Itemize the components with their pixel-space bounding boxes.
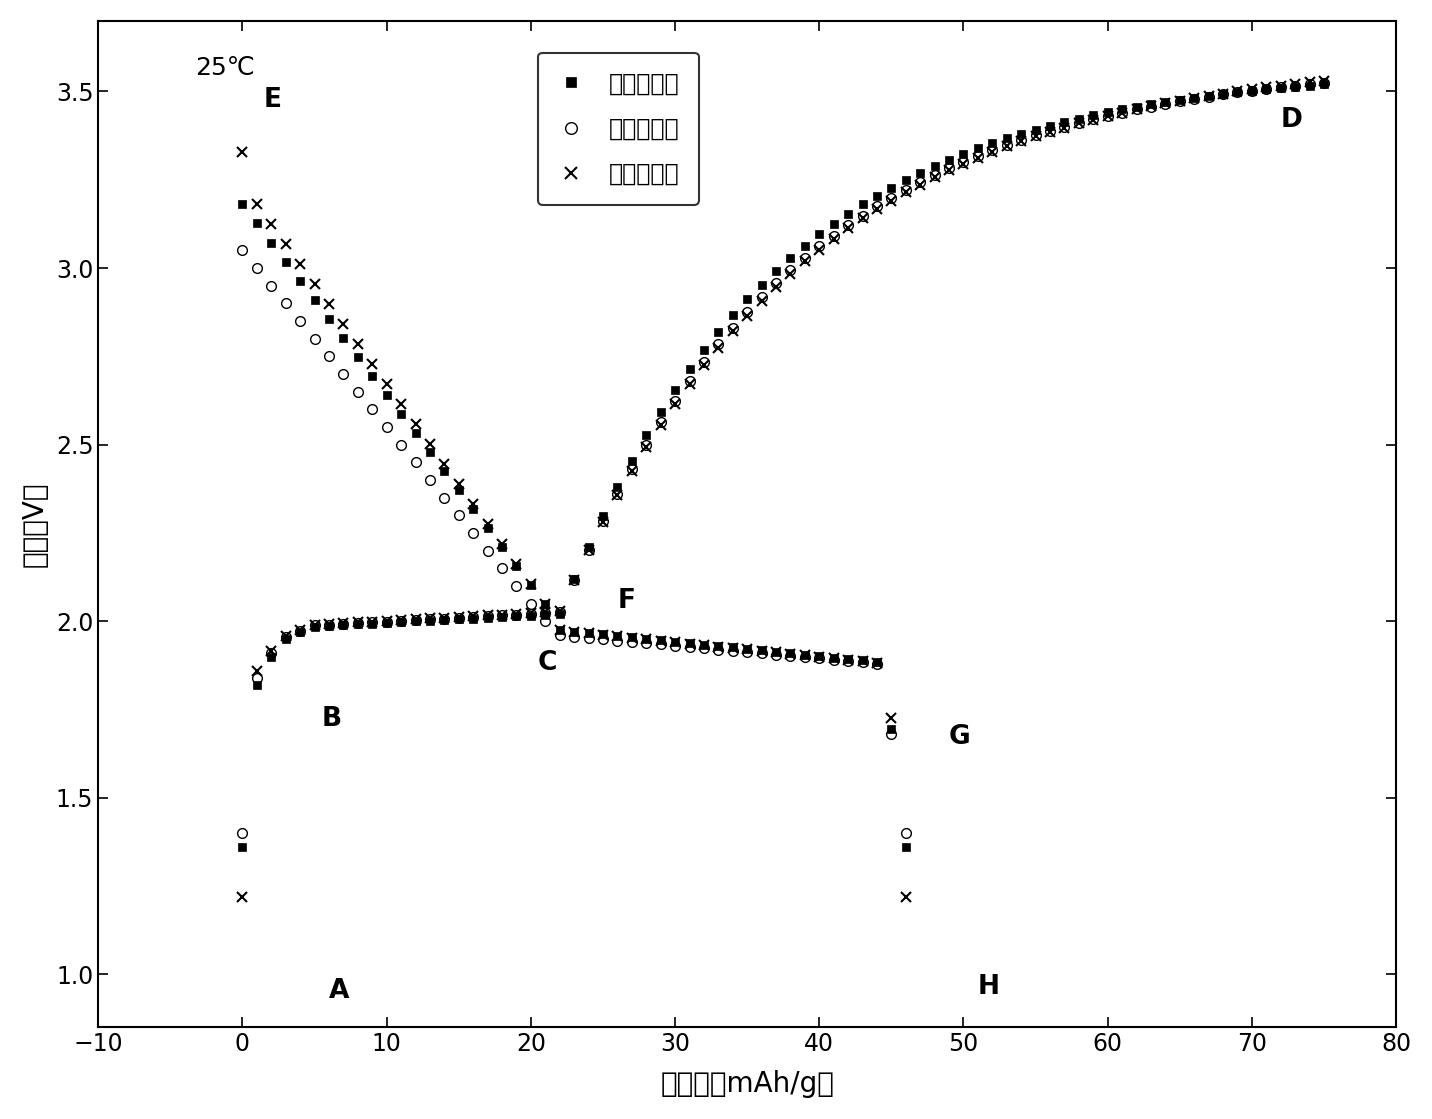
第二个循环 [233, 827, 251, 840]
Text: E: E [263, 86, 282, 113]
Legend: 第一个循环, 第二个循环, 第三个循环: 第一个循环, 第二个循环, 第三个循环 [538, 53, 699, 205]
Y-axis label: 电压（V）: 电压（V） [21, 481, 49, 567]
第一个循环 [927, 159, 944, 172]
Text: H: H [978, 975, 1000, 1000]
第三个循环 [233, 890, 251, 903]
第一个循环 [1316, 77, 1333, 91]
第二个循环 [955, 156, 972, 169]
第三个循环 [335, 617, 352, 630]
第三个循环 [609, 489, 626, 502]
第二个循环 [796, 252, 813, 265]
第二个循环 [1316, 76, 1333, 90]
第一个循环 [335, 619, 352, 632]
Text: F: F [617, 589, 636, 614]
第三个循环 [927, 170, 944, 184]
X-axis label: 比容量（mAh/g）: 比容量（mAh/g） [660, 1070, 833, 1098]
Text: 25℃: 25℃ [196, 56, 255, 81]
第三个循环 [796, 255, 813, 269]
Text: A: A [329, 978, 349, 1004]
Line: 第一个循环: 第一个循环 [238, 81, 1327, 852]
Line: 第三个循环: 第三个循环 [238, 76, 1329, 902]
Text: B: B [322, 706, 342, 732]
Text: D: D [1280, 106, 1303, 133]
第二个循环 [609, 487, 626, 500]
Text: C: C [538, 649, 557, 676]
第一个循环 [955, 148, 972, 161]
第三个循环 [1316, 74, 1333, 87]
第一个循环 [609, 481, 626, 495]
第二个循环 [335, 618, 352, 631]
第三个循环 [1100, 110, 1117, 123]
第一个循环 [796, 239, 813, 253]
Line: 第二个循环: 第二个循环 [238, 78, 1329, 838]
第一个循环 [233, 840, 251, 854]
Text: G: G [949, 724, 971, 750]
第二个循环 [927, 168, 944, 181]
第三个循环 [955, 157, 972, 170]
第二个循环 [1100, 109, 1117, 122]
第一个循环 [1100, 105, 1117, 119]
